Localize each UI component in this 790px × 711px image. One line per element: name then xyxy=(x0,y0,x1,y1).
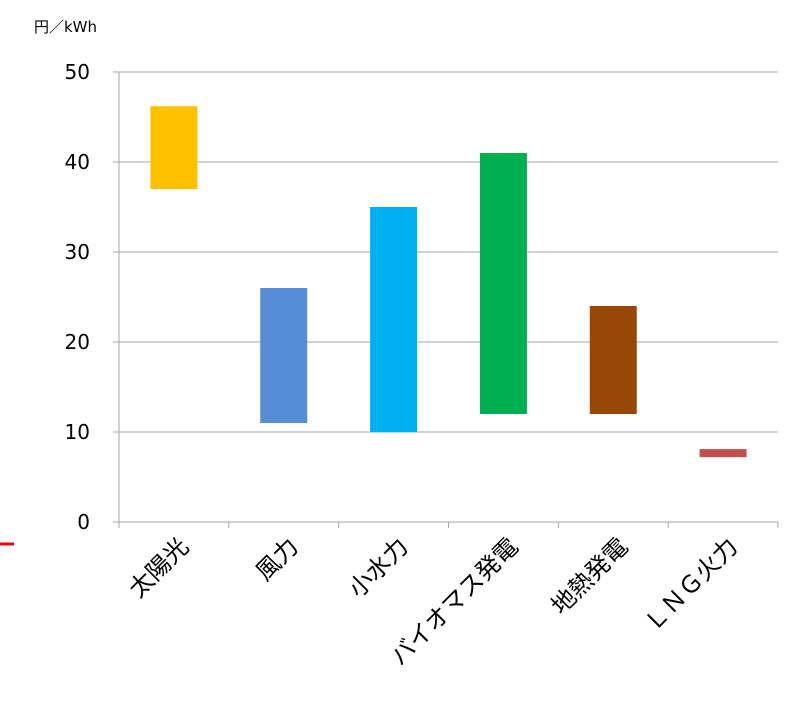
y-tick-label: 10 xyxy=(65,420,90,444)
x-tick-label: 小水力 xyxy=(343,532,414,603)
bar-1 xyxy=(150,106,198,189)
bars xyxy=(150,106,747,458)
bar-5 xyxy=(589,306,637,414)
bar-4 xyxy=(479,153,527,414)
y-axis-label: 円／kWh xyxy=(34,18,97,36)
y-tick-labels: 0 10 20 30 40 50 xyxy=(65,60,90,534)
x-tick-label: 風力 xyxy=(250,532,304,586)
y-tick-label: 40 xyxy=(65,150,90,174)
bar-3 xyxy=(370,207,418,432)
y-tick-label: 0 xyxy=(77,510,90,534)
y-tick-label: 20 xyxy=(65,330,90,354)
axes xyxy=(113,71,779,528)
x-tick-label: 太陽光 xyxy=(123,532,194,603)
y-tick-label: 30 xyxy=(65,240,90,264)
x-tick-label: ＬＮＧ火力 xyxy=(639,532,744,637)
bar-6 xyxy=(699,449,747,458)
gridlines xyxy=(119,71,778,433)
x-tick-label: 地熱発電 xyxy=(546,532,634,620)
bar-2 xyxy=(260,288,308,423)
y-tick-label: 50 xyxy=(65,60,90,84)
